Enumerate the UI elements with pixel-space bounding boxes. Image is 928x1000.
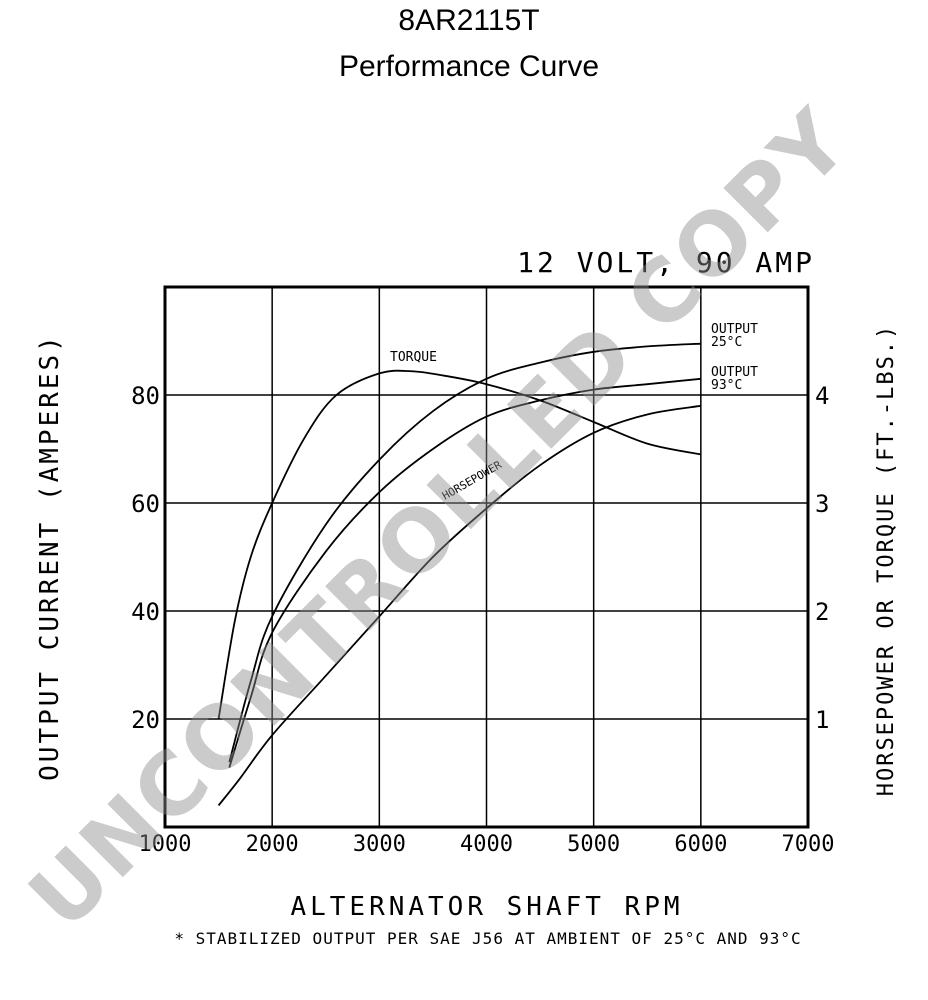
series-line-output-25-c [228, 342, 701, 763]
plot-frame [163, 285, 810, 829]
y-left-tick-label: 60 [131, 490, 160, 518]
series-label-output-25-c: 25°C [711, 335, 742, 350]
series-label-output-93-c: OUTPUT [711, 365, 758, 380]
grid [165, 287, 808, 827]
y-left-tick-label: 80 [131, 382, 160, 410]
x-tick-label: 7000 [782, 832, 835, 857]
x-tick-label: 1000 [139, 832, 192, 857]
watermark: UNCONTROLLED COPY [11, 91, 869, 949]
series-line-torque [217, 369, 702, 720]
series-label-torque: TORQUE [390, 350, 437, 365]
tick-labels: 1000 2000 3000 4000 5000 6000 7000 20 40 60 80 1 2 3 4 [131, 382, 834, 857]
y-right-tick-label: 1 [815, 706, 829, 734]
series-label-output-25-c: OUTPUT [711, 322, 758, 337]
footnote: * STABILIZED OUTPUT PER SAE J56 AT AMBIE… [174, 929, 801, 948]
y-left-tick-label: 20 [131, 706, 160, 734]
chart-title: Performance Curve [338, 50, 600, 83]
chart-subtitle: 12 VOLT, 90 AMP [517, 246, 815, 279]
y-axis-label-left: OUTPUT CURRENT (AMPERES) [35, 333, 65, 781]
y-axis-label-right: HORSEPOWER OR TORQUE (FT.-LBS.) [874, 324, 899, 797]
x-tick-label: 6000 [674, 832, 727, 857]
y-right-tick-label: 2 [815, 598, 829, 626]
series-line-output-93-c [228, 377, 701, 768]
y-right-tick-label: 3 [815, 490, 829, 518]
series-line-horsepower [217, 404, 701, 806]
x-tick-label: 2000 [246, 832, 299, 857]
x-tick-label: 4000 [460, 832, 513, 857]
x-tick-label: 5000 [567, 832, 620, 857]
y-right-tick-label: 4 [815, 382, 829, 410]
series-label-output-93-c: 93°C [711, 378, 742, 393]
x-axis-label: ALTERNATOR SHAFT RPM [290, 892, 683, 922]
y-left-tick-label: 40 [131, 598, 160, 626]
x-tick-label: 3000 [353, 832, 406, 857]
chart-title-model: 8AR2115T [398, 4, 540, 37]
